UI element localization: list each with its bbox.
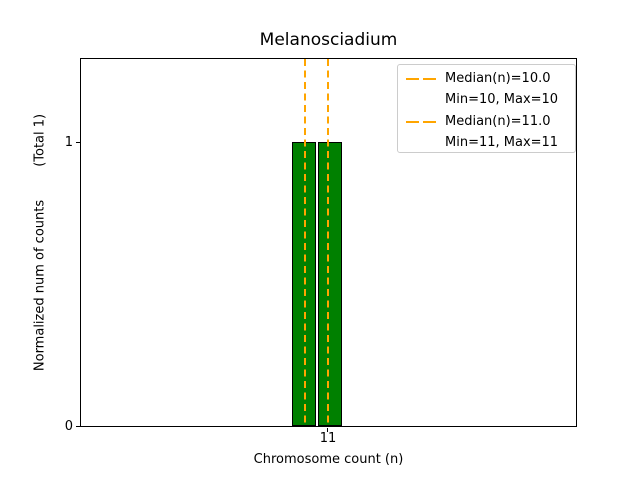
legend-label: Min=11, Max=11 [445, 135, 559, 151]
y-tick-label-1: 1 [64, 135, 73, 150]
legend-label: Min=10, Max=10 [445, 92, 559, 108]
legend-row-minmax-10: Min=10, Max=10 [406, 90, 575, 112]
legend-row-minmax-11: Min=11, Max=11 [406, 133, 575, 155]
histogram-bar-n11 [318, 142, 342, 426]
legend-row-median-10: Median(n)=10.0 [406, 68, 575, 90]
legend-row-median-11: Median(n)=11.0 [406, 111, 575, 133]
y-tick-mark-0 [76, 426, 80, 427]
median-line-n11 [327, 59, 330, 426]
chart-title: Melanosciadium [259, 30, 398, 50]
legend-label: Median(n)=11.0 [445, 113, 551, 129]
y-tick-label-0: 0 [64, 419, 73, 434]
x-tick-mark-11 [327, 428, 328, 432]
blank-sample-spacer [406, 142, 436, 145]
dashed-line-icon [406, 77, 436, 80]
x-axis-label: Chromosome count (n) [253, 452, 404, 467]
x-tick-label-11: 11 [319, 431, 337, 446]
legend-label: Median(n)=10.0 [445, 70, 551, 86]
blank-sample-spacer [406, 99, 436, 102]
dashed-line-icon [406, 120, 436, 123]
legend: Median(n)=10.0 Min=10, Max=10 Median(n)=… [397, 64, 576, 153]
plot-area: Median(n)=10.0 Min=10, Max=10 Median(n)=… [80, 58, 577, 427]
y-tick-mark-1 [76, 142, 80, 143]
median-line-n10 [304, 59, 307, 426]
